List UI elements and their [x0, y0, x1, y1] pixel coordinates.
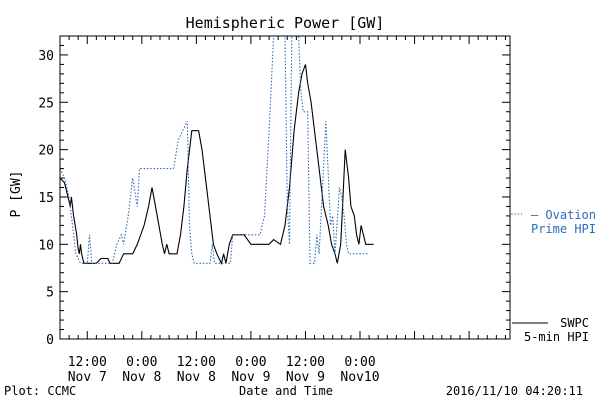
- legend-ovation-line1: – Ovation: [531, 208, 596, 222]
- x-tick-label-time: 12:00: [286, 355, 325, 370]
- x-axis-label: Date and Time: [239, 384, 333, 398]
- footer-timestamp: 2016/11/10 04:20:11: [446, 384, 583, 398]
- series-line-swpc-hpi: [60, 64, 374, 265]
- y-tick-label: 20: [38, 144, 54, 159]
- y-tick-label: 5: [46, 286, 54, 301]
- x-tick-label-time: 0:00: [235, 355, 266, 370]
- series-line-ovation-prime-hpi: [60, 36, 370, 264]
- x-tick-label-date: Nov 8: [177, 370, 216, 385]
- legend-ovation-line2: Prime HPI: [531, 222, 596, 236]
- chart-title: Hemispheric Power [GW]: [186, 14, 385, 32]
- y-tick-label: 30: [38, 49, 54, 64]
- x-tick-label-date: Nov 9: [231, 370, 270, 385]
- y-tick-label: 25: [38, 96, 54, 111]
- legend-swpc-line1: SWPC: [560, 316, 589, 330]
- x-tick-label-time: 0:00: [126, 355, 157, 370]
- series-layer: [60, 36, 374, 265]
- y-tick-label: 15: [38, 191, 54, 206]
- plot-frame: [59, 35, 511, 340]
- legend-swpc-line2: 5-min HPI: [524, 330, 589, 344]
- y-axis-label: P [GW]: [9, 171, 24, 218]
- y-tick-label: 0: [46, 333, 54, 348]
- x-tick-label-time: 0:00: [344, 355, 375, 370]
- x-tick-label-date: Nov10: [340, 370, 379, 385]
- y-tick-label: 10: [38, 238, 54, 253]
- x-tick-label-date: Nov 8: [122, 370, 161, 385]
- x-tick-label-time: 12:00: [68, 355, 107, 370]
- x-tick-label-date: Nov 9: [286, 370, 325, 385]
- x-tick-label-time: 12:00: [177, 355, 216, 370]
- footer-credit: Plot: CCMC: [4, 384, 76, 398]
- x-tick-label-date: Nov 7: [68, 370, 107, 385]
